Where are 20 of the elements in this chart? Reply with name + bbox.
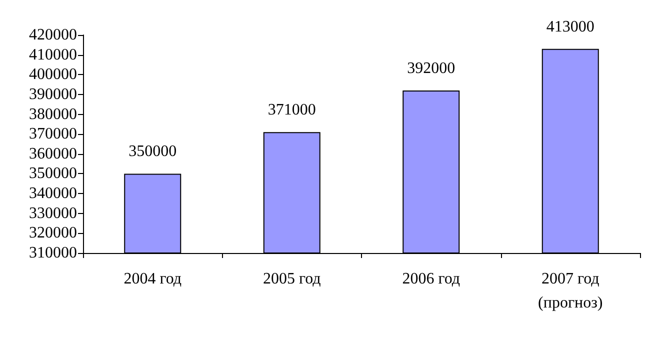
y-tick-label: 310000	[29, 244, 77, 262]
data-label: 371000	[268, 102, 316, 119]
y-tick-label: 390000	[29, 86, 77, 103]
y-tick-label: 380000	[29, 106, 77, 123]
y-tick-label: 350000	[29, 165, 77, 182]
data-label: 413000	[546, 18, 594, 36]
data-label: 350000	[128, 143, 177, 160]
x-tick-label: 2005 год	[262, 270, 321, 288]
y-tick-label: 370000	[29, 126, 77, 143]
y-tick-label: 410000	[29, 46, 77, 64]
y-tick-label: 400000	[29, 66, 77, 84]
y-tick-label: 340000	[29, 185, 77, 202]
y-tick-label: 320000	[29, 224, 77, 242]
x-tick-label: 2006 год	[402, 270, 460, 288]
x-tick-label: 2007 год (прогноз)	[538, 270, 603, 312]
y-tick-label: 330000	[29, 204, 77, 222]
y-tick-label: 420000	[29, 26, 77, 44]
data-label: 392000	[407, 60, 456, 77]
x-tick-label: 2004 год	[124, 270, 182, 288]
y-tick-label: 360000	[29, 145, 77, 162]
